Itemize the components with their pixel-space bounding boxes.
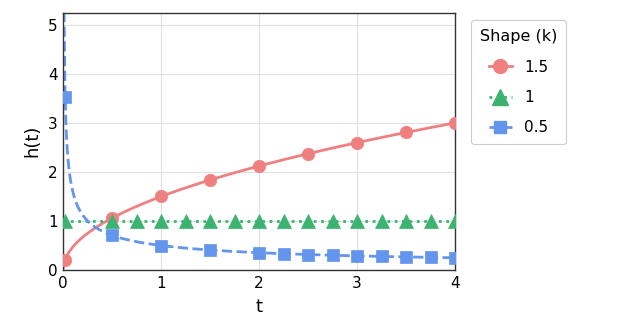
Legend: 1.5, 1, 0.5: 1.5, 1, 0.5 xyxy=(470,20,566,144)
Y-axis label: h(t): h(t) xyxy=(23,125,41,158)
X-axis label: t: t xyxy=(255,298,263,314)
